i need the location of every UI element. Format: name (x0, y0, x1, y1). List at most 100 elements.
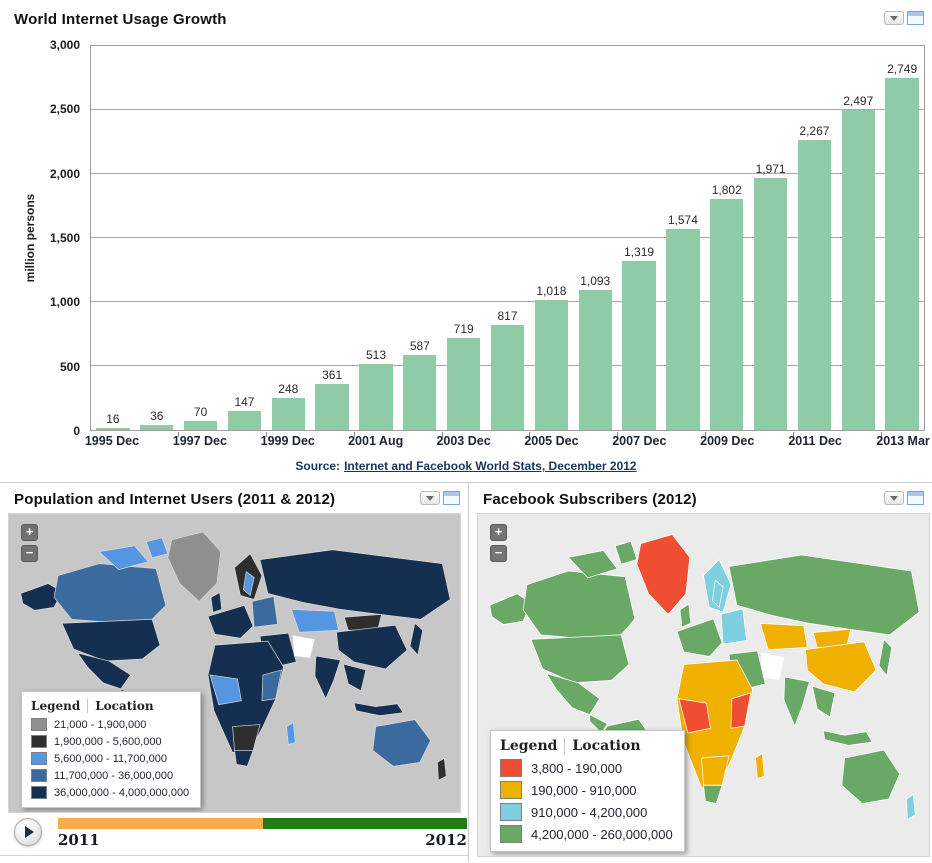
region-se-asia[interactable] (342, 663, 367, 692)
region-uk[interactable] (679, 603, 692, 628)
zoom-out-button[interactable]: − (21, 545, 38, 562)
region-new-zealand[interactable] (437, 757, 447, 781)
region-madagascar[interactable] (755, 752, 765, 779)
region-russia[interactable] (728, 554, 920, 636)
bar[interactable] (710, 199, 744, 430)
panel-menu-button[interactable] (884, 491, 904, 505)
region-usa[interactable] (61, 618, 161, 662)
bar[interactable] (885, 78, 919, 430)
zoom-in-button[interactable]: + (490, 524, 507, 541)
x-tick-label: 2011 Dec (788, 434, 842, 448)
source-link[interactable]: Internet and Facebook World Stats, Decem… (344, 459, 637, 473)
bar[interactable] (753, 177, 788, 430)
region-new-zealand[interactable] (906, 793, 916, 821)
panel-menu-button[interactable] (420, 491, 440, 505)
legend-items: 21,000 - 1,900,000 1,900,000 - 5,600,000 5… (31, 718, 189, 799)
window-icon[interactable] (907, 491, 924, 505)
region-europe-east[interactable] (720, 608, 748, 645)
region-australia[interactable] (841, 749, 900, 804)
region-kazakhstan[interactable] (290, 608, 339, 633)
bar[interactable] (490, 325, 525, 430)
bar[interactable] (447, 337, 481, 430)
region-usa[interactable] (530, 634, 630, 684)
region-japan[interactable] (409, 622, 424, 656)
region-indonesia[interactable] (353, 702, 404, 716)
window-icon[interactable] (443, 491, 460, 505)
population-map-canvas[interactable]: + − Legend Location 21,000 - 1,900,000 1,… (8, 513, 461, 813)
region-alaska[interactable] (20, 583, 63, 611)
bar[interactable] (841, 110, 875, 430)
region-west-africa[interactable] (209, 674, 242, 706)
region-iran[interactable] (291, 634, 316, 659)
region-east-africa[interactable] (261, 669, 283, 702)
zoom-out-button[interactable]: − (490, 545, 507, 562)
region-europe-west[interactable] (207, 604, 254, 639)
zoom-in-button[interactable]: + (21, 524, 38, 541)
x-tick-label: 2009 Dec (700, 434, 755, 448)
region-europe-east[interactable] (251, 596, 279, 628)
facebook-panel-controls (884, 491, 924, 505)
bar[interactable] (140, 425, 174, 430)
bar[interactable] (183, 421, 218, 430)
region-alaska[interactable] (489, 593, 532, 625)
legend-swatch (500, 825, 522, 843)
bars: 16 36 70 147 248 361 513 587 719 817 1,018 1,093 1,3… (91, 46, 924, 430)
legend-item: 1,900,000 - 5,600,000 (31, 735, 189, 748)
region-canada[interactable] (53, 563, 167, 624)
region-arctic-islands[interactable] (567, 540, 638, 579)
region-india[interactable] (314, 655, 341, 700)
region-europe-west[interactable] (676, 618, 723, 657)
region-canada[interactable] (522, 570, 636, 640)
region-kazakhstan[interactable] (759, 623, 808, 651)
bar[interactable] (315, 383, 349, 430)
legend-header-divider (87, 699, 89, 713)
panel-menu-button[interactable] (884, 11, 904, 25)
bar[interactable] (271, 398, 305, 430)
bar-value-label: 1,971 (755, 161, 786, 176)
region-india[interactable] (783, 676, 810, 727)
play-button[interactable] (14, 818, 42, 846)
region-southern-africa[interactable] (232, 724, 261, 751)
region-greenland[interactable] (167, 531, 222, 602)
region-uk[interactable] (210, 591, 223, 613)
timeline-bar[interactable] (58, 818, 467, 829)
bar[interactable] (797, 139, 832, 430)
facebook-map-canvas[interactable]: + − Legend Location 3,800 - 190,000 190,0… (477, 513, 930, 857)
region-japan[interactable] (878, 638, 893, 677)
region-west-africa[interactable] (678, 698, 711, 734)
region-indonesia[interactable] (822, 730, 873, 746)
facebook-map-panel: Facebook Subscribers (2012) (469, 483, 932, 862)
bar-value-label: 1,802 (711, 183, 742, 198)
bar[interactable] (403, 354, 437, 430)
region-sweden[interactable] (242, 570, 255, 597)
bar-slot: 1,971 (749, 46, 793, 430)
bar[interactable] (534, 299, 569, 430)
region-madagascar[interactable] (286, 722, 296, 745)
region-se-asia[interactable] (811, 685, 836, 718)
region-greenland[interactable] (636, 534, 691, 615)
bar[interactable] (578, 290, 612, 430)
region-china[interactable] (336, 624, 408, 670)
bar[interactable] (359, 364, 393, 430)
x-axis-labels: 1995 Dec 1997 Dec 1999 Dec 2001 Aug 2003 Dec… (85, 434, 930, 452)
bar[interactable] (622, 261, 656, 430)
legend-swatch (31, 786, 47, 799)
region-south-africa[interactable] (234, 750, 254, 767)
region-southern-africa[interactable] (701, 755, 730, 786)
region-arctic-islands[interactable] (98, 537, 169, 571)
region-south-africa[interactable] (703, 784, 723, 805)
region-sweden[interactable] (711, 579, 724, 609)
legend-header: Legend Location (500, 738, 673, 754)
region-china[interactable] (805, 641, 877, 693)
region-east-africa[interactable] (730, 692, 752, 729)
region-russia[interactable] (259, 549, 451, 620)
bar-value-label: 2,497 (843, 94, 874, 109)
bar[interactable] (96, 427, 130, 430)
bar[interactable] (227, 411, 262, 430)
legend-range-label: 36,000,000 - 4,000,000,000 (54, 786, 190, 799)
bar[interactable] (666, 228, 700, 430)
page-title: World Internet Usage Growth (14, 11, 227, 28)
window-icon[interactable] (907, 11, 924, 25)
region-iran[interactable] (760, 652, 785, 680)
region-australia[interactable] (372, 719, 431, 767)
